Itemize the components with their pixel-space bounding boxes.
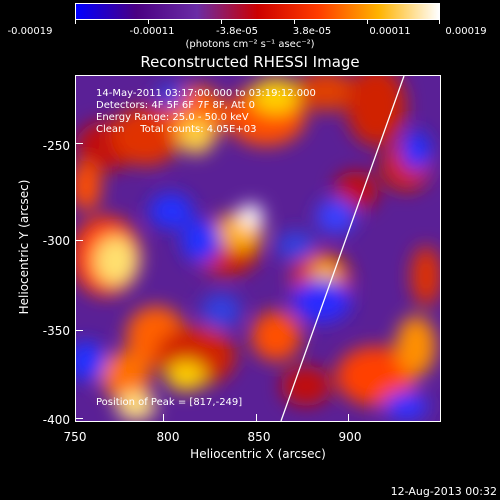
emission-blob [201,293,241,329]
clean-counts-label: Clean Total counts: 4.05E+03 [96,124,257,135]
colorbar-tick [221,20,222,24]
emission-blob [336,346,416,406]
y-tick-label: -400 [42,413,70,427]
emission-blob [251,78,301,114]
emission-blob [178,118,214,154]
emission-blob [166,361,206,391]
emission-blob [316,198,356,234]
emission-blobs [76,76,440,421]
emission-blob [116,391,156,421]
energy-range-label: Energy Range: 25.0 - 50.0 keV [96,112,249,123]
x-tick-label: 900 [338,430,362,444]
y-tick-label: -350 [42,324,70,338]
x-tick-label: 800 [156,430,180,444]
x-tick [163,414,164,422]
colorbar-label: -0.00011 [129,26,175,37]
flux-map [76,76,440,421]
emission-blob [291,279,351,323]
colorbar-tick [439,20,440,24]
emission-blob [76,341,106,381]
emission-blob [281,366,331,406]
colorbar-tick [367,20,368,24]
emission-blob [111,106,181,166]
emission-blob [239,204,263,228]
solar-limb-line [280,76,405,421]
colorbar-label: -0.00019 [7,26,53,37]
y-axis-title: Heliocentric Y (arcsec) [17,179,31,315]
emission-blob [101,351,151,401]
y-tick-label: -300 [42,234,70,248]
time-range-label: 14-May-2011 03:17:00.000 to 03:19:12.000 [96,88,316,99]
emission-blob [149,193,193,229]
colorbar [75,3,440,20]
emission-blob [156,84,186,108]
x-tick [256,414,257,422]
y-tick-label: -250 [42,139,70,153]
x-tick [348,414,349,422]
colorbar-label: 3.8e-05 [292,26,332,37]
emission-blob [181,219,221,263]
emission-blob [296,76,356,111]
colorbar-units: (photons cm⁻² s⁻¹ asec⁻²) [185,39,315,50]
emission-blob [251,311,301,361]
colorbar-tick [148,20,149,24]
y-tick [75,418,83,419]
emission-blob [94,236,138,286]
emission-blob [384,391,428,421]
emission-blob [401,131,431,171]
emission-blob [396,316,436,376]
y-tick [75,240,83,241]
detectors-label: Detectors: 4F 5F 6F 7F 8F, Att 0 [96,100,256,111]
emission-blob [276,231,316,261]
x-tick-label: 850 [247,430,271,444]
image-plot: 14-May-2011 03:17:00.000 to 03:19:12.000… [75,75,441,422]
colorbar-tick [294,20,295,24]
colorbar-tick [75,20,76,24]
emission-blob [411,246,440,306]
peak-position-label: Position of Peak = [817,-249] [96,397,243,408]
emission-blob [76,161,101,211]
y-tick [75,143,83,144]
colorbar-label: -3.8e-05 [216,26,258,37]
plot-title: Reconstructed RHESSI Image [140,53,360,71]
plot-timestamp: 12-Aug-2013 00:32 [390,485,497,498]
emission-blob [346,76,406,146]
x-tick-label: 750 [63,430,87,444]
x-axis-title: Heliocentric X (arcsec) [190,447,326,461]
y-tick [75,330,83,331]
colorbar-label: 0.00019 [445,26,487,37]
colorbar-label: 0.00011 [369,26,411,37]
